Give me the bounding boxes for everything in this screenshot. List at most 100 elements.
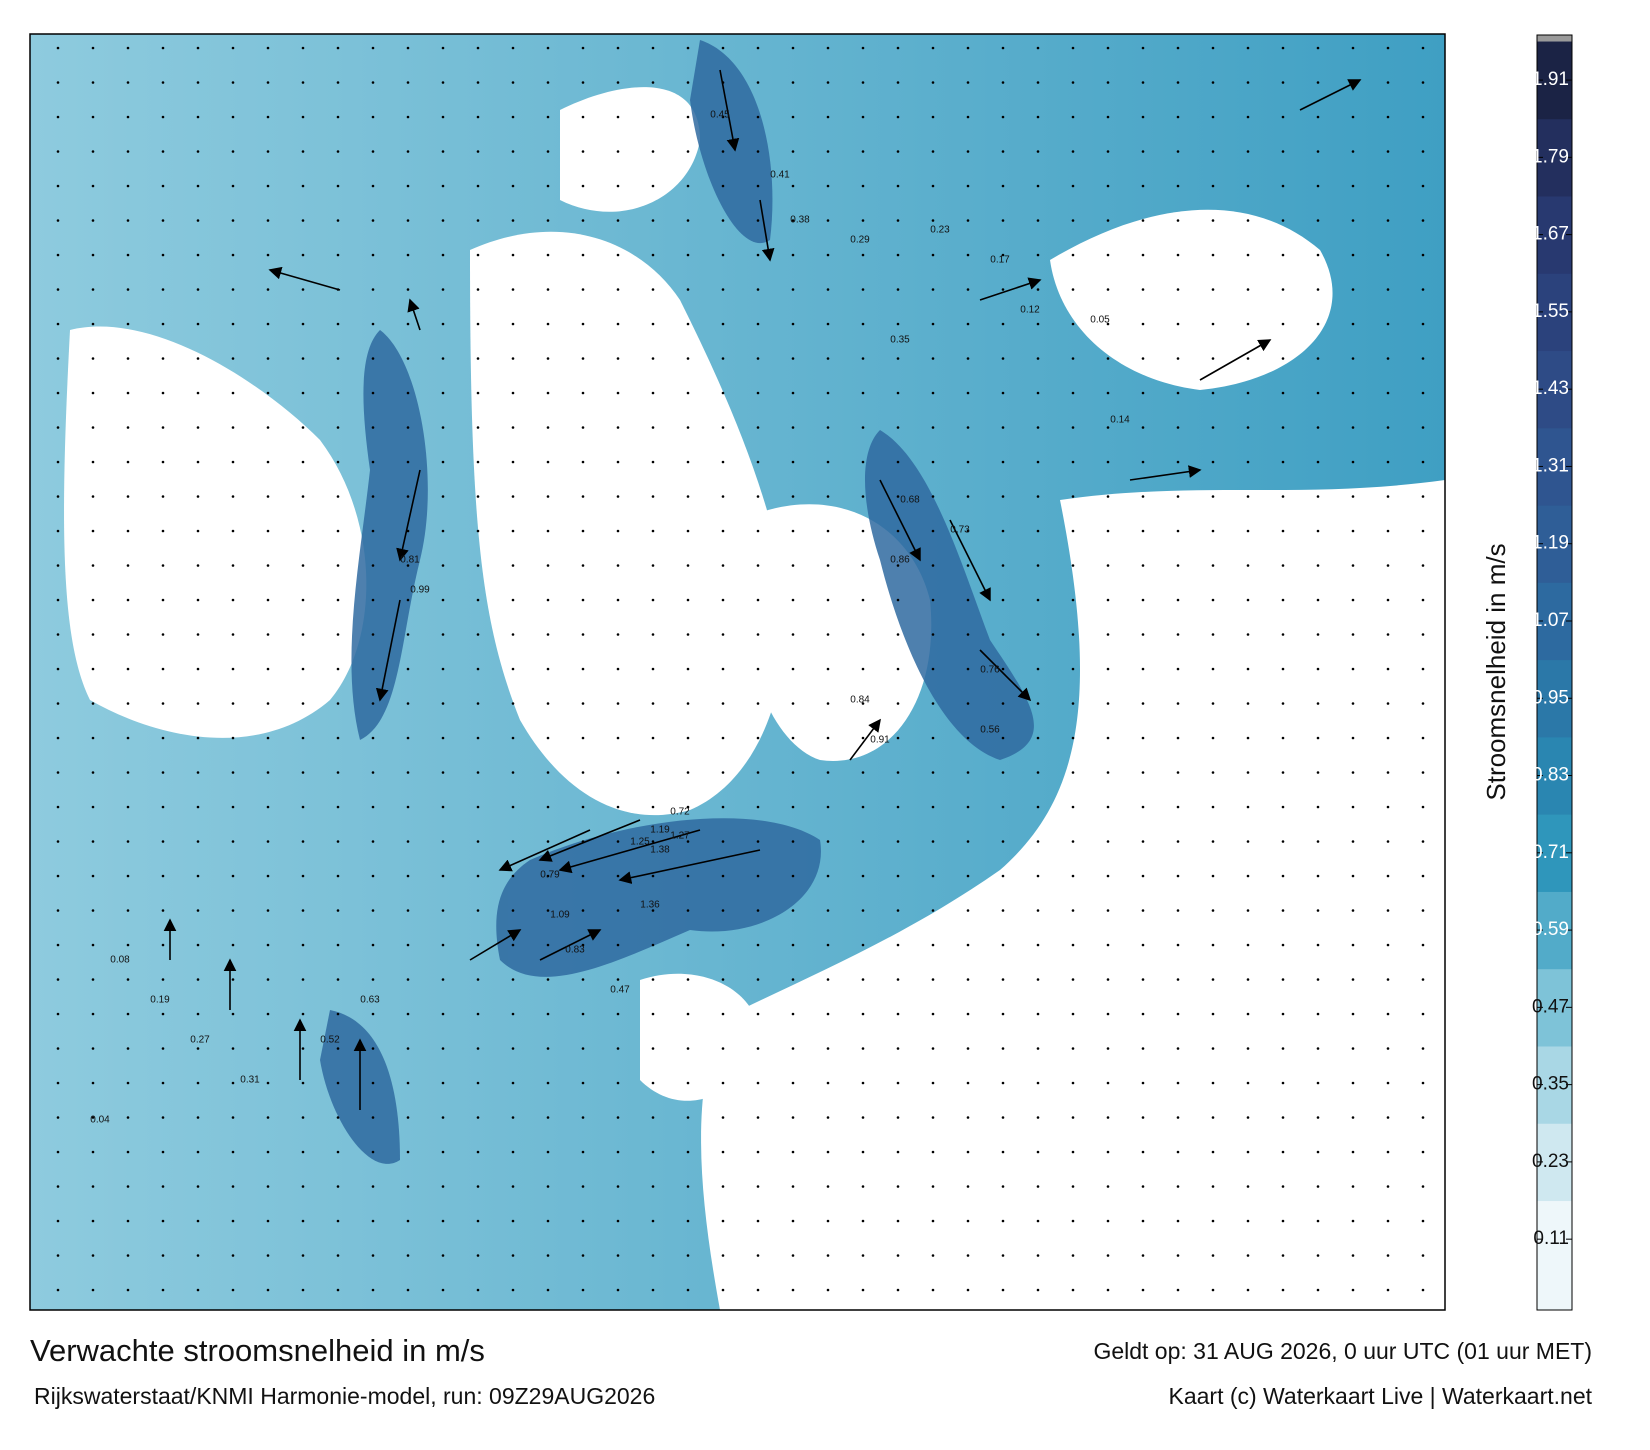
current-arrow [949, 519, 991, 602]
grid-dot [651, 495, 655, 498]
grid-dot [1211, 1219, 1215, 1223]
grid-dot [756, 943, 760, 947]
speed-label: 0.63 [360, 995, 380, 1006]
grid-dot [1351, 943, 1355, 947]
grid-dot [1351, 529, 1355, 533]
grid-dot [966, 978, 970, 981]
grid-dot [266, 1150, 270, 1154]
grid-dot [1351, 150, 1355, 153]
grid-dot [581, 1012, 585, 1016]
grid-dot [511, 1047, 515, 1050]
grid-dot [511, 529, 515, 533]
grid-dot [266, 46, 270, 50]
grid-dot [56, 943, 60, 947]
grid-dot [931, 426, 935, 429]
grid-dot [1386, 978, 1390, 981]
grid-dot [336, 771, 340, 774]
grid-dot [301, 1254, 305, 1257]
grid-dot [896, 253, 900, 257]
grid-dot [56, 322, 60, 326]
grid-dot [91, 564, 95, 567]
grid-dot [1351, 874, 1355, 878]
grid-dot [1281, 219, 1285, 222]
grid-dot [1281, 633, 1285, 636]
grid-dot [616, 1012, 620, 1016]
grid-dot [651, 667, 655, 671]
grid-dot [651, 391, 655, 395]
grid-dot [791, 529, 795, 533]
grid-dot [1316, 1254, 1320, 1257]
grid-dot [896, 805, 900, 809]
grid-dot [721, 909, 725, 912]
grid-dot [1106, 1219, 1110, 1223]
grid-dot [616, 46, 620, 50]
grid-dot [1421, 1254, 1425, 1257]
colorbar-tick-label: 1.19 [1532, 533, 1569, 554]
grid-dot [1281, 529, 1285, 533]
grid-dot [1421, 322, 1425, 326]
grid-dot [126, 1150, 130, 1154]
grid-dot [1036, 253, 1040, 257]
grid-dot [1001, 805, 1005, 809]
grid-dot [1246, 564, 1250, 567]
grid-dot [1176, 978, 1180, 981]
grid-dot [231, 1150, 235, 1154]
grid-dot [791, 598, 795, 602]
grid-dot [336, 978, 340, 981]
speed-label: 0.76 [980, 665, 1000, 676]
grid-dot [511, 805, 515, 809]
grid-dot [616, 874, 620, 878]
grid-dot [336, 564, 340, 567]
grid-dot [1246, 219, 1250, 222]
grid-dot [231, 633, 235, 636]
grid-dot [1036, 322, 1040, 326]
grid-dot [196, 1219, 200, 1223]
grid-dot [616, 495, 620, 498]
grid-dot [1106, 1012, 1110, 1016]
grid-dot [266, 81, 270, 84]
grid-dot [336, 1116, 340, 1119]
grid-dot [1141, 460, 1145, 464]
grid-dot [1421, 460, 1425, 464]
speed-label: 0.14 [1110, 415, 1130, 426]
grid-dot [161, 357, 165, 360]
grid-dot [721, 1185, 725, 1188]
grid-dot [1281, 1288, 1285, 1292]
grid-dot [161, 1288, 165, 1292]
grid-dot [336, 460, 340, 464]
grid-dot [1386, 909, 1390, 912]
speed-label: 0.47 [610, 985, 630, 996]
grid-dot [1001, 1288, 1005, 1292]
grid-dot [931, 1012, 935, 1016]
grid-dot [231, 391, 235, 395]
grid-dot [1246, 702, 1250, 705]
grid-dot [126, 909, 130, 912]
grid-dot [1351, 667, 1355, 671]
grid-dot [56, 736, 60, 740]
grid-dot [1141, 1081, 1145, 1085]
grid-dot [266, 874, 270, 878]
grid-dot [1421, 115, 1425, 119]
grid-dot [1316, 322, 1320, 326]
grid-dot [1176, 874, 1180, 878]
grid-dot [511, 150, 515, 153]
grid-dot [161, 909, 165, 912]
grid-dot [1386, 874, 1390, 878]
grid-dot [826, 357, 830, 360]
grid-dot [371, 253, 375, 257]
grid-dot [1281, 391, 1285, 395]
grid-dot [651, 1288, 655, 1292]
grid-dot [91, 391, 95, 395]
grid-dot [1421, 1150, 1425, 1154]
grid-dot [931, 702, 935, 705]
grid-dot [721, 874, 725, 878]
grid-dot [406, 702, 410, 705]
grid-dot [826, 564, 830, 567]
speed-label: 1.36 [640, 900, 660, 911]
grid-dot [1211, 529, 1215, 533]
grid-dot [791, 288, 795, 291]
speed-label: 0.86 [890, 555, 910, 566]
grid-dot [861, 322, 865, 326]
grid-dot [931, 391, 935, 395]
grid-dot [511, 1185, 515, 1188]
